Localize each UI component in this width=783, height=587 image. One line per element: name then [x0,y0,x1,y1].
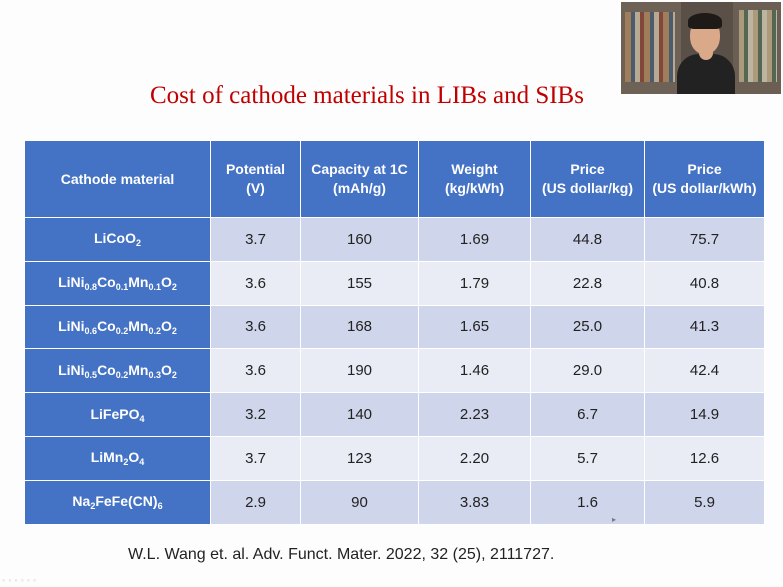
slide-title: Cost of cathode materials in LIBs and SI… [150,82,584,109]
cathode-material-cell: LiNi0.8Co0.1Mn0.1O2 [24,260,211,306]
cathode-material-cell: Na2FeFe(CN)6 [24,479,211,525]
cathode-material-cell: LiNi0.6Co0.2Mn0.2O2 [24,304,211,350]
price-kg-cell: 1.6 [530,479,645,525]
potential-cell: 3.2 [210,392,301,437]
citation: W.L. Wang et. al. Adv. Funct. Mater. 202… [128,546,555,563]
header-weight: Weight (kg/kWh) [418,140,531,218]
cathode-material-cell: LiMn2O4 [24,435,211,481]
header-cathode-material: Cathode material [24,140,211,218]
mouse-cursor-icon: ▸ [612,515,617,524]
weight-cell: 1.79 [418,260,531,306]
capacity-cell: 90 [300,479,419,525]
price-kwh-cell: 5.9 [644,479,765,525]
price-kwh-cell: 40.8 [644,260,765,306]
price-kg-cell: 44.8 [530,217,645,262]
header-capacity: Capacity at 1C (mAh/g) [300,140,419,218]
price-kwh-cell: 75.7 [644,217,765,262]
table-row: LiMn2O4 3.7 123 2.20 5.7 12.6 [24,435,765,481]
weight-cell: 2.20 [418,435,531,481]
price-kg-cell: 5.7 [530,435,645,481]
potential-cell: 3.7 [210,217,301,262]
price-kwh-cell: 41.3 [644,304,765,350]
price-kwh-cell: 14.9 [644,392,765,437]
table-row: LiFePO4 3.2 140 2.23 6.7 14.9 [24,392,765,437]
weight-cell: 2.23 [418,392,531,437]
table-row: LiCoO2 3.7 160 1.69 44.8 75.7 [24,217,765,262]
potential-cell: 3.6 [210,348,301,394]
price-kwh-cell: 42.4 [644,348,765,394]
presenter [677,13,735,94]
potential-cell: 2.9 [210,479,301,525]
header-price-per-kwh: Price (US dollar/kWh) [644,140,765,218]
price-kg-cell: 29.0 [530,348,645,394]
table-row: LiNi0.8Co0.1Mn0.1O2 3.6 155 1.79 22.8 40.8 [24,260,765,306]
cathode-material-cell: LiCoO2 [24,217,211,262]
player-controls[interactable]: ◦◦◦◦◦◦ [2,575,40,585]
capacity-cell: 155 [300,260,419,306]
webcam-video-thumbnail[interactable] [621,2,781,94]
capacity-cell: 123 [300,435,419,481]
table-row: LiNi0.6Co0.2Mn0.2O2 3.6 168 1.65 25.0 41.3 [24,304,765,350]
header-price-per-kg: Price (US dollar/kg) [530,140,645,218]
header-potential: Potential (V) [210,140,301,218]
capacity-cell: 190 [300,348,419,394]
table-body: LiCoO2 3.7 160 1.69 44.8 75.7 LiNi0.8Co0.1Mn0.… [24,217,765,525]
weight-cell: 1.69 [418,217,531,262]
cathode-material-cell: LiFePO4 [24,392,211,437]
potential-cell: 3.6 [210,304,301,350]
price-kwh-cell: 12.6 [644,435,765,481]
table-header-row: Cathode material Potential (V) Capacity a… [24,140,765,218]
capacity-cell: 168 [300,304,419,350]
weight-cell: 1.65 [418,304,531,350]
potential-cell: 3.7 [210,435,301,481]
table-row: LiNi0.5Co0.2Mn0.3O2 3.6 190 1.46 29.0 42.4 [24,348,765,394]
weight-cell: 3.83 [418,479,531,525]
capacity-cell: 140 [300,392,419,437]
price-kg-cell: 22.8 [530,260,645,306]
cathode-material-cell: LiNi0.5Co0.2Mn0.3O2 [24,348,211,394]
price-kg-cell: 25.0 [530,304,645,350]
price-kg-cell: 6.7 [530,392,645,437]
table-row: Na2FeFe(CN)6 2.9 90 3.83 1.6 5.9 [24,479,765,525]
cost-table: Cathode material Potential (V) Capacity a… [24,140,765,525]
weight-cell: 1.46 [418,348,531,394]
potential-cell: 3.6 [210,260,301,306]
capacity-cell: 160 [300,217,419,262]
